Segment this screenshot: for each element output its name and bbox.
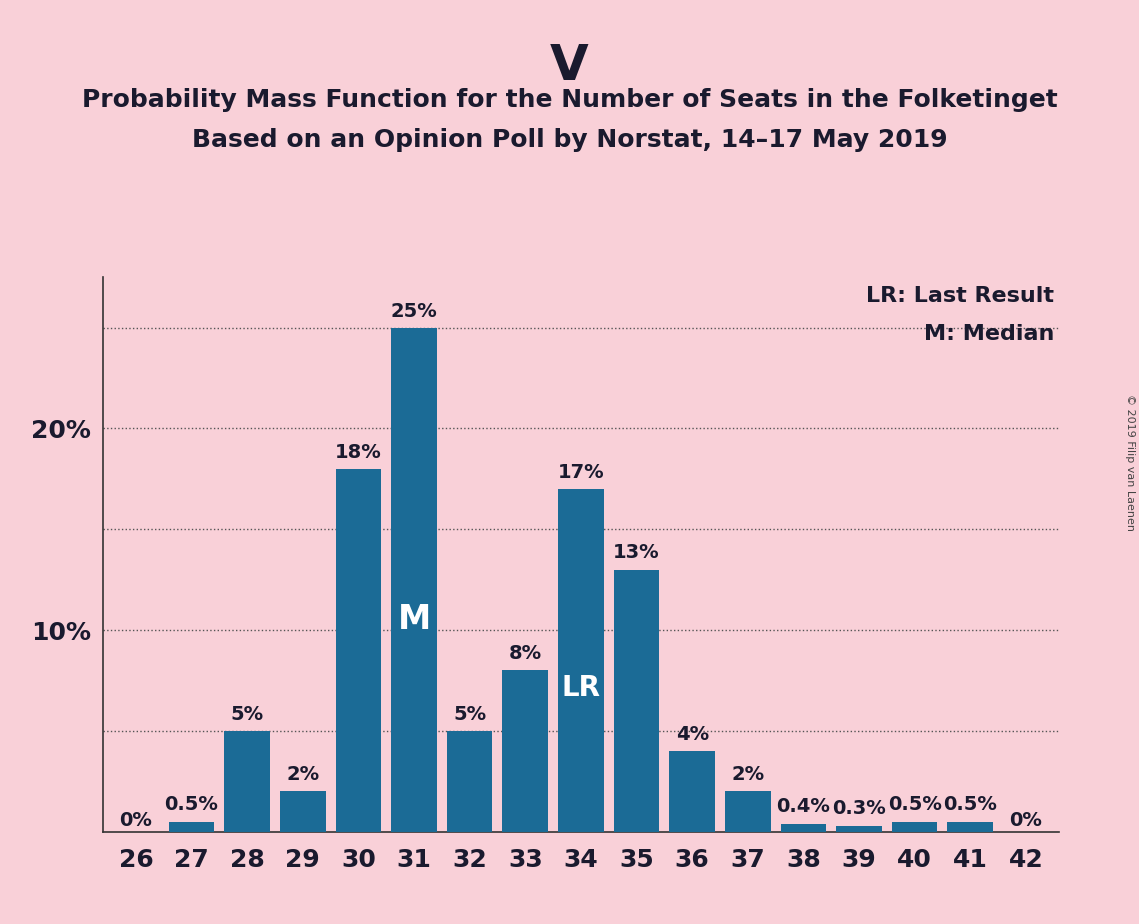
Text: 0.5%: 0.5% (943, 796, 998, 814)
Bar (670, 751, 715, 832)
Bar (336, 468, 382, 832)
Bar (780, 823, 826, 832)
Text: 0.5%: 0.5% (164, 796, 219, 814)
Bar (836, 825, 882, 832)
Text: 2%: 2% (731, 765, 764, 784)
Bar (948, 821, 993, 832)
Text: M: Median: M: Median (924, 324, 1055, 345)
Bar (446, 731, 492, 832)
Text: 0.4%: 0.4% (777, 797, 830, 817)
Text: 18%: 18% (335, 443, 382, 462)
Bar (502, 670, 548, 832)
Text: 4%: 4% (675, 725, 708, 744)
Text: 0.3%: 0.3% (833, 799, 886, 819)
Text: 0.5%: 0.5% (887, 796, 942, 814)
Bar (169, 821, 214, 832)
Bar (614, 569, 659, 832)
Bar (224, 731, 270, 832)
Text: M: M (398, 603, 431, 637)
Text: 8%: 8% (509, 644, 542, 663)
Text: 0%: 0% (120, 810, 153, 830)
Text: 5%: 5% (453, 705, 486, 723)
Text: 0%: 0% (1009, 810, 1042, 830)
Text: 25%: 25% (391, 301, 437, 321)
Text: V: V (550, 42, 589, 90)
Bar (558, 489, 604, 832)
Text: 5%: 5% (230, 705, 264, 723)
Text: LR: Last Result: LR: Last Result (867, 286, 1055, 306)
Bar (391, 328, 437, 832)
Text: Probability Mass Function for the Number of Seats in the Folketinget: Probability Mass Function for the Number… (82, 88, 1057, 112)
Bar (892, 821, 937, 832)
Text: © 2019 Filip van Laenen: © 2019 Filip van Laenen (1125, 394, 1134, 530)
Text: 17%: 17% (558, 463, 604, 481)
Bar (724, 791, 771, 832)
Bar (280, 791, 326, 832)
Text: LR: LR (562, 674, 600, 701)
Text: Based on an Opinion Poll by Norstat, 14–17 May 2019: Based on an Opinion Poll by Norstat, 14–… (191, 128, 948, 152)
Text: 13%: 13% (613, 543, 659, 563)
Text: 2%: 2% (286, 765, 319, 784)
